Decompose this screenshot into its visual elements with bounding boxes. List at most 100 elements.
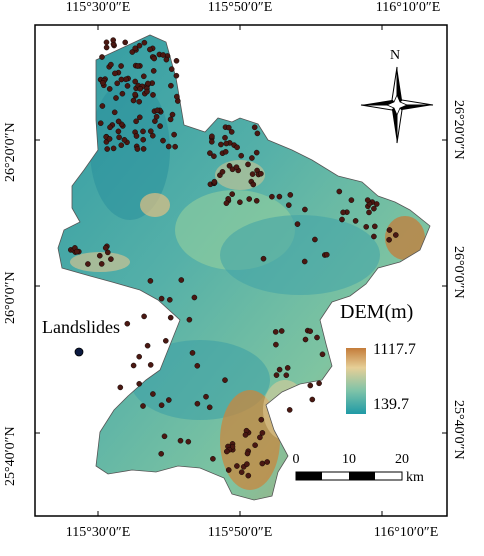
landslides-legend-label: Landslides bbox=[42, 317, 120, 337]
landslide-point bbox=[250, 181, 257, 188]
landslide-point bbox=[223, 140, 230, 147]
landslide-point bbox=[110, 145, 117, 152]
landslide-point bbox=[108, 256, 114, 262]
landslide-point bbox=[130, 97, 137, 104]
landslide-point bbox=[276, 366, 283, 373]
landslide-point bbox=[140, 403, 146, 409]
landslide-point bbox=[252, 442, 258, 449]
landslide-point bbox=[172, 143, 178, 150]
landslide-point bbox=[312, 236, 318, 243]
landslide-point bbox=[169, 111, 176, 118]
landslide-point bbox=[245, 161, 251, 168]
dem-legend-title: DEM(m) bbox=[340, 301, 414, 323]
landslide-point bbox=[165, 143, 172, 150]
scale-bar bbox=[295, 471, 403, 481]
landslide-point bbox=[336, 188, 343, 195]
landslide-point bbox=[173, 58, 180, 64]
scale-unit-label: km bbox=[406, 470, 424, 485]
landslide-point bbox=[253, 149, 260, 156]
landslide-point bbox=[98, 261, 105, 267]
landslide-point bbox=[211, 178, 218, 185]
landslide-point bbox=[167, 314, 174, 321]
longitude-label-bottom-2: 115°50′0″E bbox=[207, 525, 273, 540]
landslide-point bbox=[166, 296, 173, 303]
landslide-point bbox=[122, 39, 128, 46]
longitude-label-top-3: 116°10′0″E bbox=[375, 0, 441, 15]
landslide-point bbox=[238, 152, 244, 159]
landslide-point bbox=[158, 450, 164, 457]
landslide-point bbox=[130, 362, 137, 369]
landslide-point bbox=[363, 223, 370, 230]
landslide-point bbox=[233, 164, 240, 170]
latitude-label-left-2: 26°0′0″N bbox=[3, 271, 18, 324]
landslide-point bbox=[140, 73, 147, 80]
longitude-label-top-1: 115°30′0″E bbox=[65, 0, 131, 15]
landslide-point bbox=[302, 206, 308, 213]
landslide-point bbox=[386, 227, 393, 233]
landslide-point bbox=[246, 196, 252, 202]
landslide-point bbox=[160, 52, 166, 58]
landslide-point bbox=[207, 150, 213, 156]
landslide-point bbox=[286, 407, 293, 413]
latitude-label-left-3: 25°40′0″N bbox=[3, 426, 18, 486]
landslide-point bbox=[177, 437, 184, 444]
landslide-point bbox=[168, 66, 175, 72]
landslide-point bbox=[100, 80, 106, 86]
landslide-point bbox=[323, 251, 330, 258]
landslide-point bbox=[99, 103, 106, 109]
landslide-point bbox=[259, 430, 266, 436]
dem-min-label: 139.7 bbox=[373, 396, 409, 413]
landslide-point bbox=[260, 255, 267, 262]
landslide-point bbox=[171, 131, 177, 138]
landslide-point bbox=[161, 433, 168, 440]
landslide-point bbox=[371, 223, 378, 230]
frame-ticks bbox=[35, 25, 447, 516]
landslide-point bbox=[259, 460, 266, 467]
landslide-point bbox=[392, 232, 399, 238]
landslide-point bbox=[278, 328, 285, 334]
landslide-point bbox=[106, 136, 113, 142]
landslide-point bbox=[173, 72, 180, 79]
landslide-point bbox=[223, 200, 230, 206]
landslide-point bbox=[185, 438, 192, 445]
landslide-point bbox=[140, 136, 146, 143]
landslide-point bbox=[251, 124, 258, 131]
landslide-point bbox=[117, 384, 124, 391]
scale-tick-0: 0 bbox=[292, 452, 300, 467]
landslide-point bbox=[276, 193, 283, 200]
landslide-point bbox=[140, 128, 146, 135]
landslide-point bbox=[147, 278, 154, 284]
landslide-point bbox=[249, 171, 256, 177]
landslide-point bbox=[129, 49, 136, 55]
landslide-point bbox=[314, 334, 320, 341]
longitude-label-bottom-3: 116°10′0″E bbox=[373, 525, 439, 540]
landslide-point bbox=[191, 294, 198, 301]
landslide-point bbox=[249, 155, 255, 161]
landslide-point bbox=[157, 123, 163, 129]
landslide-point bbox=[364, 197, 371, 203]
landslide-point bbox=[107, 124, 113, 131]
landslide-point bbox=[132, 45, 138, 52]
landslide-point bbox=[97, 252, 103, 259]
landslide-point bbox=[106, 86, 113, 92]
landslide-point bbox=[287, 192, 294, 198]
landslide-point bbox=[307, 382, 314, 389]
landslide-point bbox=[373, 201, 380, 207]
landslide-point bbox=[134, 63, 141, 69]
longitude-label-bottom-1: 115°30′0″E bbox=[65, 525, 131, 540]
landslide-point bbox=[118, 63, 124, 69]
landslide-point bbox=[158, 402, 165, 409]
landslide-point bbox=[132, 78, 138, 85]
landslide-point bbox=[144, 88, 150, 95]
landslide-point bbox=[97, 120, 104, 126]
landslide-point bbox=[264, 459, 271, 465]
landslide-point bbox=[319, 351, 326, 358]
landslide-point bbox=[163, 56, 170, 63]
landslide-point bbox=[258, 416, 265, 423]
landslide-point bbox=[121, 136, 128, 143]
landslide-point bbox=[116, 134, 122, 141]
landslide-point bbox=[284, 365, 291, 371]
landslide-point bbox=[228, 129, 235, 135]
landslide-point bbox=[162, 337, 169, 344]
